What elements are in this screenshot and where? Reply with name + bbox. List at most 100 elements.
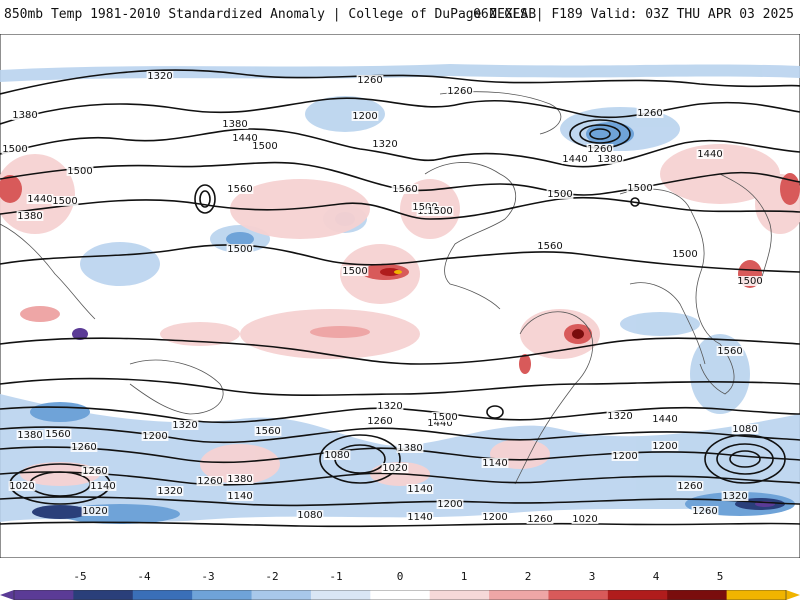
contour-label: 1380 (222, 119, 247, 130)
colorbar-segment (726, 590, 787, 600)
contour-label: 1320 (377, 401, 402, 412)
contour-label: 1500 (52, 196, 77, 207)
colorbar-tick-label: 5 (716, 570, 724, 583)
colorbar-tick-label: -4 (137, 570, 151, 583)
contour-label: 1260 (367, 416, 392, 427)
contour-label: 1020 (382, 463, 407, 474)
contour-label: 1560 (45, 429, 70, 440)
contour-label: 1500 (627, 183, 652, 194)
contour-label: 1500 (547, 189, 572, 200)
contour-label: 1080 (324, 450, 349, 461)
colorbar-segment (429, 590, 490, 600)
contour-label: 1560 (392, 184, 417, 195)
contour-label: 1200 (142, 431, 167, 442)
contour-label: 1260 (357, 75, 382, 86)
colorbar-segment (251, 590, 312, 600)
contour-label: 1380 (397, 443, 422, 454)
contour-label: 1260 (587, 144, 612, 155)
contour-label: 1500 (252, 141, 277, 152)
contour-label: 1260 (692, 506, 717, 517)
colorbar-segment (73, 590, 134, 600)
contour-label: 1500 (432, 412, 457, 423)
contour-label: 1560 (537, 241, 562, 252)
contour-label: 1500 (412, 202, 437, 213)
contour-label: 1260 (527, 514, 552, 525)
contour-label: 1260 (637, 108, 662, 119)
colorbar-segment (667, 590, 728, 600)
colorbar-tick-label: 0 (396, 570, 404, 583)
contour-label: 1020 (572, 514, 597, 525)
colorbar-segment (607, 590, 668, 600)
header-bar: 850mb Temp 1981-2010 Standardized Anomal… (0, 0, 800, 34)
contour-label: 1500 (672, 249, 697, 260)
colorbar-segment (14, 590, 74, 600)
contour-label: 1500 (67, 166, 92, 177)
contour-label: 1320 (147, 71, 172, 82)
colorbar-segment (310, 590, 371, 600)
colorbar-segment (192, 590, 253, 600)
contour-label: 1080 (297, 510, 322, 521)
colorbar: -5 -4 -3 -2 -1 0 1 2 3 4 5 (0, 570, 800, 600)
contour-label: 1320 (372, 139, 397, 150)
contour-label: 1500 (342, 266, 367, 277)
colorbar-segment (548, 590, 609, 600)
contour-label: 1200 (652, 441, 677, 452)
colorbar-segment (132, 590, 193, 600)
contour-label: 1560 (717, 346, 742, 357)
contour-label: 1140 (90, 481, 115, 492)
height-contours (0, 69, 800, 528)
contour-label: 1140 (227, 491, 252, 502)
colorbar-ramp (0, 590, 800, 600)
contour-label: 1260 (82, 466, 107, 477)
anomaly-map[interactable]: 1320 1260 1260 1260 1380 1380 1440 1200 1320 1440… (0, 34, 800, 558)
contour-label: 1320 (722, 491, 747, 502)
contour-label: 1260 (71, 442, 96, 453)
colorbar-segment (370, 590, 431, 600)
contour-label: 1500 (737, 276, 762, 287)
strong-positive-anomaly-shading (0, 173, 800, 374)
map-canvas: 1320 126012601260138013801440120013201440… (0, 34, 800, 558)
contour-label: 1380 (17, 211, 42, 222)
contour-label: 1560 (227, 184, 252, 195)
contour-label: 1440 (697, 149, 722, 160)
map-title: 850mb Temp 1981-2010 Standardized Anomal… (4, 7, 537, 22)
contour-label: 1380 (227, 474, 252, 485)
colorbar-tick-label: -1 (329, 570, 343, 583)
contour-label: 1200 (612, 451, 637, 462)
contour-label: 1380 (17, 430, 42, 441)
contour-label: 1500 (227, 244, 252, 255)
contour-label: 1200 (352, 111, 377, 122)
contour-label: 1440 (652, 414, 677, 425)
colorbar-tick-label: 4 (652, 570, 660, 583)
contour-label: 1020 (82, 506, 107, 517)
contour-label: 1560 (255, 426, 280, 437)
contour-label: 1440 (27, 194, 52, 205)
colorbar-tick-label: -2 (265, 570, 279, 583)
contour-label: 1020 (9, 481, 34, 492)
contour-label: 1380 (597, 154, 622, 165)
contour-label: 1500 (2, 144, 27, 155)
contour-label: 1140 (407, 484, 432, 495)
contour-label: 1440 (232, 133, 257, 144)
contour-label: 1320 (172, 420, 197, 431)
contour-labels: 1320 126012601260138013801440120013201440… (1, 71, 764, 525)
colorbar-tick-label: -3 (201, 570, 215, 583)
model-run-info: 06Z GFS | F189 Valid: 03Z THU APR 03 202… (473, 7, 794, 22)
colorbar-low-arrow (0, 590, 14, 600)
contour-label: 1140 (407, 512, 432, 523)
contour-label: 1200 (437, 499, 462, 510)
contour-label: 1260 (447, 86, 472, 97)
contour-label: 1080 (732, 424, 757, 435)
colorbar-high-arrow (786, 590, 800, 600)
contour-label: 1260 (197, 476, 222, 487)
contour-label: 1320 (607, 411, 632, 422)
contour-label: 1380 (12, 110, 37, 121)
contour-label: 1260 (677, 481, 702, 492)
contour-label: 1320 (157, 486, 182, 497)
colorbar-tick-label: 1 (460, 570, 468, 583)
contour-label: 1440 (427, 418, 452, 429)
colorbar-segment (489, 590, 549, 600)
colorbar-tick-label: 2 (524, 570, 532, 583)
colorbar-tick-label: 3 (588, 570, 596, 583)
colorbar-tick-label: -5 (73, 570, 87, 583)
